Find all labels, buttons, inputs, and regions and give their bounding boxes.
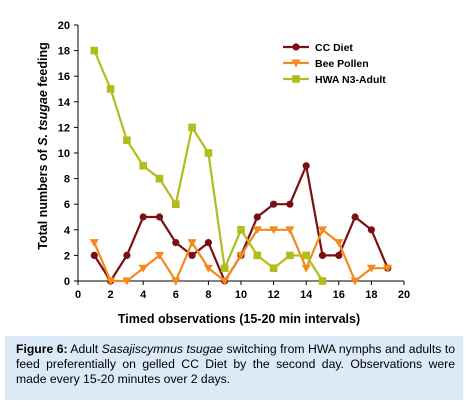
legend-label: Bee Pollen <box>315 58 369 70</box>
series-layer <box>89 46 393 286</box>
data-point <box>318 251 327 259</box>
data-point <box>138 264 148 273</box>
data-point <box>139 162 147 170</box>
data-point <box>172 200 180 208</box>
data-point <box>302 162 310 170</box>
data-point <box>220 264 229 272</box>
data-point <box>301 264 311 273</box>
y-tick-label: 10 <box>58 148 70 160</box>
data-point <box>106 277 116 286</box>
y-tick-label: 14 <box>58 97 71 109</box>
data-point <box>171 277 181 286</box>
series-cc-diet <box>90 161 392 285</box>
data-point <box>269 226 279 235</box>
data-point <box>187 239 197 247</box>
caption-figure-label: Figure 6: <box>16 342 68 356</box>
legend-label: CC Diet <box>315 42 353 54</box>
legend-item: CC Diet <box>283 42 353 54</box>
y-tick-label: 18 <box>58 46 70 58</box>
data-point <box>286 251 294 260</box>
data-point <box>383 264 393 273</box>
y-axis-title-prefix: Total numbers of <box>36 146 50 250</box>
data-point <box>90 46 99 55</box>
data-point <box>89 239 99 247</box>
data-point <box>237 226 245 234</box>
data-point <box>123 251 131 259</box>
y-tick-label: 8 <box>64 174 70 186</box>
x-tick-label: 4 <box>140 289 147 301</box>
caption-species: Sasajiscymnus tsugae <box>101 342 224 356</box>
series-hwa-n3-adult <box>90 46 327 285</box>
data-point <box>155 213 164 221</box>
y-tick-label: 16 <box>58 71 70 83</box>
chart-axes: 0 2 4 6 8 10 12 14 16 18 20 0 2 4 6 8 10 12 14 16 18 20 <box>58 20 410 301</box>
x-tick-label: 2 <box>108 289 114 301</box>
data-point <box>90 251 98 259</box>
caption-text-after: switching from HWA nymphs and adults to … <box>16 342 455 386</box>
x-tick-label: 0 <box>75 289 81 301</box>
data-point <box>139 213 147 221</box>
x-tick-label: 8 <box>205 289 211 301</box>
x-tick-label: 12 <box>267 289 279 301</box>
y-tick-label: 2 <box>64 250 70 262</box>
data-point <box>269 264 278 272</box>
figure-caption: Figure 6: Adult Sasajiscymnus tsugae swi… <box>5 336 463 400</box>
data-point <box>203 264 213 273</box>
legend-swatch-marker <box>292 43 300 51</box>
x-tick-label: 14 <box>300 289 313 301</box>
data-point <box>220 277 230 286</box>
y-axis-title-suffix: feeding <box>36 42 50 90</box>
data-point <box>236 251 246 260</box>
y-tick-label: 4 <box>64 225 71 237</box>
legend-item: HWA N3-Adult <box>283 74 386 86</box>
x-tick-label: 20 <box>398 289 410 301</box>
data-point <box>122 277 132 286</box>
data-point <box>188 123 196 132</box>
series-bee-pollen <box>89 226 393 286</box>
legend-swatch-marker <box>292 75 300 83</box>
data-point <box>317 226 328 235</box>
data-point <box>351 213 359 221</box>
data-point <box>366 264 376 273</box>
data-point <box>188 251 196 259</box>
x-tick-label: 10 <box>235 289 247 301</box>
series-line <box>93 161 389 284</box>
x-axis-title: Timed observations (15-20 min intervals) <box>118 312 360 326</box>
data-point <box>367 226 375 234</box>
y-axis-title-species: S. tsugae <box>36 90 50 146</box>
series-line <box>93 50 324 282</box>
data-point <box>252 226 262 235</box>
legend-swatch-marker <box>291 59 301 68</box>
data-point <box>106 85 115 93</box>
y-axis-title: Total numbers of S. tsugae feeding <box>36 42 50 249</box>
data-point <box>204 239 212 247</box>
data-point <box>123 136 131 144</box>
data-point <box>204 149 213 157</box>
data-point <box>154 251 165 260</box>
x-tick-label: 18 <box>365 289 377 301</box>
data-point <box>172 239 180 247</box>
y-tick-label: 20 <box>58 20 70 32</box>
data-point <box>350 277 360 286</box>
data-point <box>270 200 278 208</box>
data-point <box>253 251 262 260</box>
x-tick-label: 6 <box>173 289 179 301</box>
line-chart: 0 2 4 6 8 10 12 14 16 18 20 0 2 4 6 8 10 12 14 16 18 20 Timed… <box>36 20 410 326</box>
data-point <box>318 277 327 285</box>
x-tick-label: 16 <box>333 289 345 301</box>
data-point <box>302 251 310 260</box>
y-tick-label: 12 <box>58 122 70 134</box>
data-point <box>286 200 294 208</box>
legend: CC Diet Bee Pollen HWA N3-Adult <box>283 42 386 86</box>
data-point <box>285 226 295 235</box>
data-point <box>155 174 164 183</box>
y-tick-label: 0 <box>64 276 70 288</box>
caption-text-before: Adult <box>67 342 102 356</box>
y-tick-label: 6 <box>64 199 70 211</box>
legend-label: HWA N3-Adult <box>315 74 386 86</box>
legend-item: Bee Pollen <box>283 58 369 70</box>
data-point <box>334 239 344 247</box>
data-point <box>335 251 343 259</box>
data-point <box>253 213 261 221</box>
